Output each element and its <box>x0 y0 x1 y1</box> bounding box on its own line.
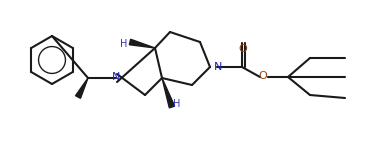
Polygon shape <box>162 78 174 108</box>
Polygon shape <box>129 39 155 48</box>
Polygon shape <box>76 78 88 98</box>
Text: O: O <box>259 71 267 81</box>
Text: O: O <box>239 44 247 54</box>
Text: H: H <box>120 39 128 49</box>
Text: H: H <box>173 99 181 109</box>
Text: N: N <box>214 62 222 72</box>
Text: N: N <box>112 72 120 82</box>
